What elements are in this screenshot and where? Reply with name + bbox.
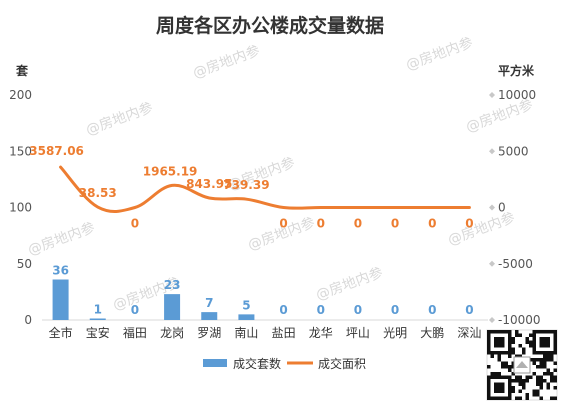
bar-value-label: 0: [465, 303, 473, 317]
line-value-label: 38.53: [79, 186, 117, 200]
right-axis-tick-label: -10000: [498, 313, 541, 327]
line-value-label: 3587.06: [29, 144, 84, 158]
bar-value-label: 0: [391, 303, 399, 317]
bar-value-label: 0: [354, 303, 362, 317]
right-axis-tick-marker: [489, 260, 495, 267]
line-value-label: 0: [279, 217, 287, 231]
bar-罗湖: [201, 312, 218, 320]
bar-value-label: 0: [279, 303, 287, 317]
line-value-label: 0: [354, 217, 362, 231]
legend-label-成交面积: 成交面积: [318, 356, 366, 371]
left-axis-unit: 套: [15, 63, 29, 78]
watermark-text: @房地内参: [404, 34, 476, 74]
line-value-label: 843.95: [186, 177, 232, 191]
bar-龙岗: [164, 294, 181, 320]
chart-title: 周度各区办公楼成交量数据: [156, 14, 384, 37]
right-axis-tick-label: -5000: [498, 257, 533, 271]
x-axis-tick-label: 南山: [234, 325, 258, 340]
right-axis-unit: 平方米: [498, 63, 535, 78]
x-axis-tick-label: 坪山: [346, 326, 370, 340]
watermark-text: @房地内参: [26, 219, 98, 259]
left-axis-tick-label: 50: [17, 257, 32, 271]
line-value-label: 0: [428, 217, 436, 231]
watermark-text: @房地内参: [446, 209, 518, 249]
left-axis-tick-label: 0: [24, 313, 32, 327]
bar-value-label: 0: [131, 303, 139, 317]
left-axis-tick-label: 100: [9, 201, 32, 215]
right-axis-tick-marker: [489, 92, 495, 98]
x-axis-tick-label: 深汕: [457, 326, 481, 340]
bar-宝安: [89, 318, 106, 320]
qr-code-icon: [486, 329, 558, 401]
legend-bar-swatch: [203, 359, 227, 367]
line-value-label: 0: [317, 217, 325, 231]
x-axis-tick-label: 大鹏: [420, 326, 444, 340]
x-axis-tick-label: 罗湖: [197, 325, 221, 340]
bar-全市: [52, 279, 69, 320]
bar-value-label: 7: [205, 296, 213, 310]
bar-value-label: 0: [428, 303, 436, 317]
watermark-text: @房地内参: [84, 99, 156, 139]
line-value-label: 1965.19: [143, 164, 198, 178]
watermark-text: @房地内参: [191, 42, 263, 82]
line-value-label: 0: [391, 217, 399, 231]
x-axis-tick-label: 光明: [383, 326, 407, 340]
bar-value-label: 23: [164, 278, 181, 292]
bar-value-label: 1: [94, 303, 102, 317]
x-axis-tick-label: 龙华: [309, 326, 333, 340]
x-axis-tick-label: 盐田: [272, 326, 296, 340]
line-成交面积: [59, 165, 471, 213]
legend-label-成交套数: 成交套数: [233, 356, 281, 371]
right-axis-tick-marker: [489, 317, 495, 323]
line-value-label: 739.39: [223, 178, 269, 192]
bar-南山: [238, 314, 255, 320]
right-axis-tick-label: 0: [498, 201, 506, 215]
line-value-label: 0: [131, 217, 139, 231]
x-axis-tick-label: 福田: [123, 325, 147, 340]
line-value-label: 0: [465, 217, 473, 231]
bar-value-label: 0: [317, 303, 325, 317]
x-axis-tick-label: 宝安: [86, 325, 110, 340]
x-axis-tick-label: 龙岗: [160, 326, 184, 340]
left-axis-tick-label: 200: [9, 88, 32, 102]
right-axis-tick-marker: [489, 204, 495, 211]
bar-value-label: 5: [242, 298, 250, 312]
watermark-text: @房地内参: [314, 264, 386, 304]
right-axis-tick-label: 10000: [498, 88, 536, 102]
x-axis-tick-label: 全市: [49, 325, 73, 340]
right-axis-tick-label: 5000: [498, 144, 529, 158]
bar-value-label: 36: [52, 264, 69, 278]
left-axis-tick-label: 150: [9, 144, 32, 158]
right-axis-tick-marker: [489, 148, 495, 155]
